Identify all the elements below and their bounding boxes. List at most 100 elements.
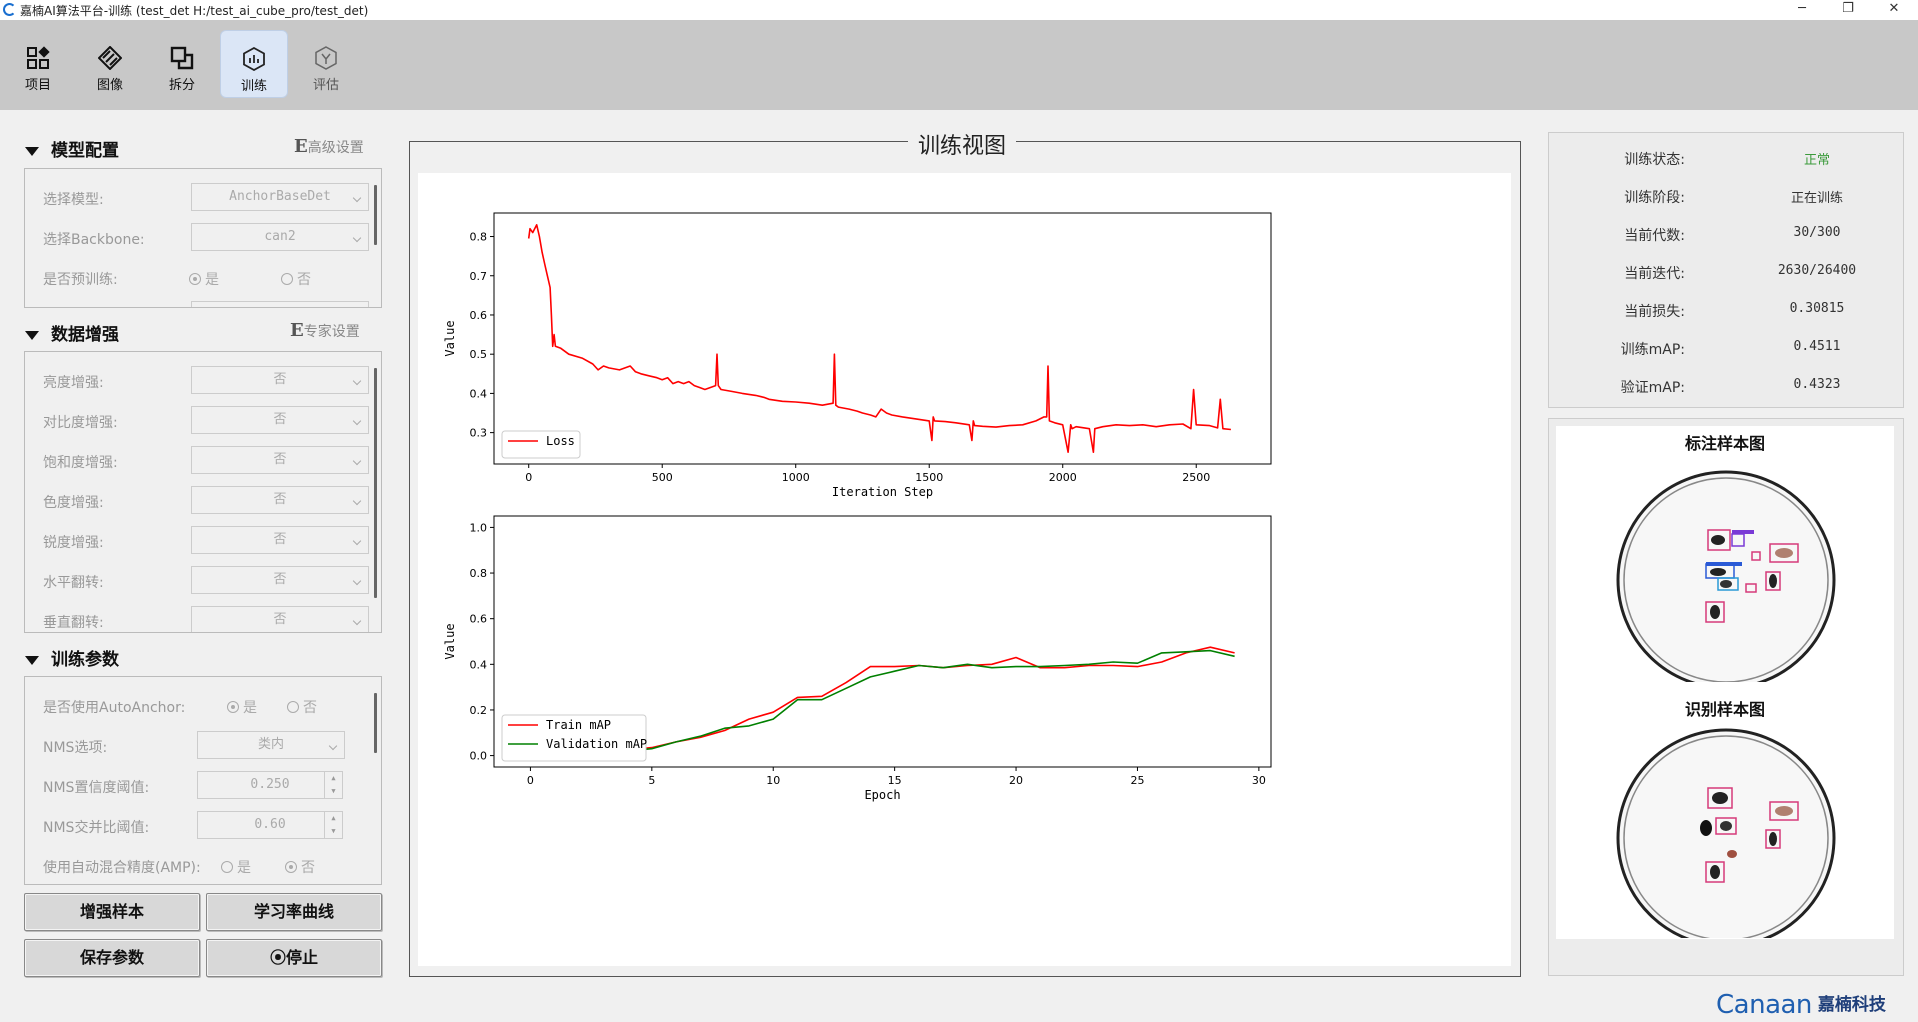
amp-label: 使用自动混合精度(AMP): xyxy=(43,860,201,876)
aug-contrast-select[interactable]: 否 xyxy=(191,406,369,434)
status-row-loss: 当前损失: 0.30815 xyxy=(1549,301,1905,321)
y-tick-label: 0.7 xyxy=(470,270,488,283)
legend-box xyxy=(501,714,647,762)
status-key: 训练阶段: xyxy=(1624,190,1685,206)
backbone-select[interactable]: can2 xyxy=(191,223,369,251)
augmentation-header[interactable]: 数据增强 xyxy=(25,320,119,345)
lr-curve-button[interactable]: 学习率曲线 xyxy=(206,893,382,931)
augmentation-title: 数据增强 xyxy=(51,325,119,345)
save-params-button[interactable]: 保存参数 xyxy=(24,939,200,977)
radio-unchecked-icon xyxy=(221,861,233,873)
nms-iou-spinbox[interactable]: 0.60 ▲ ▼ xyxy=(197,811,343,839)
autoanchor-no-label: 否 xyxy=(303,700,317,716)
annotated-sample-image[interactable] xyxy=(1556,454,1894,682)
spin-arrows-icon[interactable]: ▲ ▼ xyxy=(324,772,342,798)
toolbar-project[interactable]: 项目 xyxy=(4,30,72,98)
augment-samples-button[interactable]: 增强样本 xyxy=(24,893,200,931)
radio-checked-icon xyxy=(285,861,297,873)
y-tick-label: 0.4 xyxy=(470,658,488,671)
main-toolbar: 项目 图像 拆分 训练 评估 xyxy=(0,20,1918,110)
status-row-state: 训练状态: 正常 xyxy=(1549,149,1905,169)
train-params-scrollbar[interactable] xyxy=(374,693,377,753)
autoanchor-no-radio[interactable]: 否 xyxy=(287,697,317,717)
pretrain-yes-radio[interactable]: 是 xyxy=(189,269,219,289)
status-row-train-map: 训练mAP: 0.4511 xyxy=(1549,339,1905,359)
x-axis-label: Iteration Step xyxy=(832,485,933,499)
nms-conf-row: NMS置信度阈值: 0.250 ▲ ▼ xyxy=(43,771,363,799)
nms-conf-spinbox[interactable]: 0.250 ▲ ▼ xyxy=(197,771,343,799)
nms-option-label: NMS选项: xyxy=(43,740,108,756)
app-logo-icon xyxy=(3,3,16,16)
toolbar-image[interactable]: 图像 xyxy=(76,30,144,98)
minimize-button[interactable]: ─ xyxy=(1798,1,1806,16)
pretrain-yes-label: 是 xyxy=(205,272,219,288)
aug-sharpness-row: 锐度增强: 否 xyxy=(43,526,369,554)
aug-saturation-select[interactable]: 否 xyxy=(191,446,369,474)
advanced-settings-link[interactable]: E高级设置 xyxy=(294,136,364,157)
status-key: 当前代数: xyxy=(1624,228,1685,244)
split-icon xyxy=(170,46,194,70)
nms-conf-label: NMS置信度阈值: xyxy=(43,780,150,796)
expert-settings-link[interactable]: E专家设置 xyxy=(290,320,360,341)
model-config-header[interactable]: 模型配置 xyxy=(25,136,119,161)
model-config-panel: 选择模型: AnchorBaseDet 选择Backbone: can2 是否预… xyxy=(24,168,382,308)
x-tick-label: 0 xyxy=(525,471,532,484)
model-select-label: 选择模型: xyxy=(43,192,104,208)
plot-canvas: 0 500 1000 1500 2000 2500 0.3 0.4 0.5 0.6 0.7 0.8 It… xyxy=(418,173,1511,966)
augmentation-scrollbar[interactable] xyxy=(374,368,377,598)
aug-sharpness-select[interactable]: 否 xyxy=(191,526,369,554)
nms-option-select[interactable]: 类内 xyxy=(197,731,345,759)
model-select[interactable]: AnchorBaseDet xyxy=(191,183,369,211)
maximize-button[interactable]: ❐ xyxy=(1842,1,1854,16)
collapse-triangle-icon xyxy=(25,330,39,340)
expert-settings-label: 专家设置 xyxy=(303,324,360,340)
autoanchor-label: 是否使用AutoAnchor: xyxy=(43,700,186,716)
aug-vflip-select[interactable]: 否 xyxy=(191,606,369,632)
stop-button[interactable]: ⦿停止 xyxy=(206,939,382,977)
pretrain-no-label: 否 xyxy=(297,272,311,288)
backbone-select-row: 选择Backbone: can2 xyxy=(43,223,369,251)
y-tick-label: 1.0 xyxy=(470,521,488,534)
aug-hue-row: 色度增强: 否 xyxy=(43,486,369,514)
toolbar-split[interactable]: 拆分 xyxy=(148,30,216,98)
aug-hflip-select[interactable]: 否 xyxy=(191,566,369,594)
toolbar-evaluate[interactable]: 评估 xyxy=(292,30,360,98)
status-key: 训练状态: xyxy=(1624,152,1685,168)
aug-saturation-label: 饱和度增强: xyxy=(43,455,118,471)
x-tick-label: 500 xyxy=(652,471,673,484)
pretrain-no-radio[interactable]: 否 xyxy=(281,269,311,289)
window-title: 嘉楠AI算法平台-训练 (test_det H:/test_ai_cube_pr… xyxy=(20,4,369,18)
toolbar-project-label: 项目 xyxy=(24,78,51,93)
toolbar-train[interactable]: 训练 xyxy=(220,30,288,98)
amp-no-radio[interactable]: 否 xyxy=(285,857,315,877)
status-row-stage: 训练阶段: 正在训练 xyxy=(1549,187,1905,207)
x-tick-label: 0 xyxy=(527,774,534,787)
aug-sharpness-label: 锐度增强: xyxy=(43,535,104,551)
collapse-triangle-icon xyxy=(25,655,39,665)
aug-hue-label: 色度增强: xyxy=(43,495,104,511)
y-tick-label: 0.0 xyxy=(470,750,488,763)
y-tick-label: 0.2 xyxy=(470,704,488,717)
backbone-select-label: 选择Backbone: xyxy=(43,232,145,248)
amp-yes-radio[interactable]: 是 xyxy=(221,857,251,877)
aug-brightness-select[interactable]: 否 xyxy=(191,366,369,394)
nms-iou-value: 0.60 xyxy=(254,817,286,832)
close-button[interactable]: ✕ xyxy=(1888,1,1900,16)
brand-en: Canaan xyxy=(1716,990,1812,1020)
hidden-field-partial[interactable] xyxy=(191,301,369,307)
x-tick-label: 2500 xyxy=(1182,471,1210,484)
brand-logo: Canaan 嘉楠科技 xyxy=(1716,990,1886,1020)
evaluate-icon xyxy=(315,46,337,70)
spin-arrows-icon[interactable]: ▲ ▼ xyxy=(324,812,342,838)
plot-frame xyxy=(493,212,1272,465)
recognized-sample-image[interactable] xyxy=(1556,720,1894,938)
train-view-title: 训练视图 xyxy=(908,128,1017,160)
autoanchor-yes-radio[interactable]: 是 xyxy=(227,697,257,717)
train-params-header[interactable]: 训练参数 xyxy=(25,645,119,670)
aug-hue-select[interactable]: 否 xyxy=(191,486,369,514)
y-tick-label: 0.6 xyxy=(470,309,488,322)
collapse-triangle-icon xyxy=(25,146,39,156)
title-bar: 嘉楠AI算法平台-训练 (test_det H:/test_ai_cube_pr… xyxy=(0,0,1918,20)
toolbar-train-label: 训练 xyxy=(240,79,267,94)
model-config-scrollbar[interactable] xyxy=(374,185,377,245)
